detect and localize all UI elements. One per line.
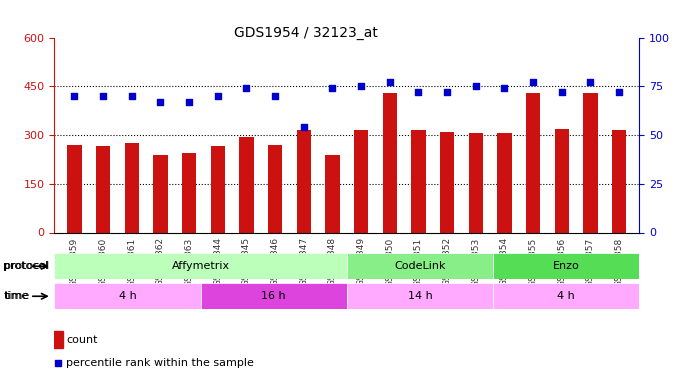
Bar [54, 331, 63, 348]
Point [413, 89, 424, 95]
Point [442, 89, 453, 95]
Bar [555, 129, 569, 232]
Bar [583, 93, 598, 232]
Point [585, 80, 596, 86]
Point [299, 124, 309, 130]
Point [384, 80, 395, 86]
Bar [526, 93, 541, 232]
FancyBboxPatch shape [493, 283, 639, 309]
Point [184, 99, 194, 105]
Bar [411, 130, 426, 232]
Bar [96, 146, 110, 232]
Bar [383, 93, 397, 232]
FancyBboxPatch shape [54, 253, 347, 279]
Point [155, 99, 166, 105]
Text: Enzo: Enzo [553, 261, 579, 271]
Point [69, 93, 80, 99]
Text: 14 h: 14 h [407, 291, 432, 301]
Text: 4 h: 4 h [118, 291, 137, 301]
Bar [67, 145, 82, 232]
Bar [211, 146, 225, 232]
Point [499, 85, 510, 91]
Point [379, 237, 390, 243]
Text: time: time [4, 291, 30, 301]
Bar [124, 143, 139, 232]
Point [327, 85, 338, 91]
Point [556, 89, 567, 95]
Point [528, 80, 539, 86]
Bar [469, 134, 483, 232]
Text: protocol: protocol [4, 261, 50, 271]
FancyBboxPatch shape [347, 253, 493, 279]
Point [241, 85, 252, 91]
FancyBboxPatch shape [493, 253, 639, 279]
Text: percentile rank within the sample: percentile rank within the sample [66, 358, 254, 368]
Point [471, 83, 481, 89]
Point [270, 93, 281, 99]
Text: GDS1954 / 32123_at: GDS1954 / 32123_at [234, 26, 378, 40]
FancyBboxPatch shape [54, 283, 201, 309]
Text: time: time [3, 291, 29, 301]
Bar [268, 145, 282, 232]
Bar [182, 153, 197, 232]
Bar [153, 154, 168, 232]
Bar [440, 132, 454, 232]
Text: protocol: protocol [3, 261, 49, 271]
Point [212, 93, 223, 99]
Text: 16 h: 16 h [261, 291, 286, 301]
Point [126, 93, 137, 99]
Text: 4 h: 4 h [557, 291, 575, 301]
Point [98, 93, 109, 99]
Point [356, 83, 367, 89]
FancyBboxPatch shape [347, 283, 493, 309]
Bar [497, 134, 511, 232]
Bar [354, 130, 369, 232]
Text: count: count [66, 335, 98, 345]
Text: CodeLink: CodeLink [394, 261, 445, 271]
Text: Affymetrix: Affymetrix [171, 261, 230, 271]
Bar [325, 154, 339, 232]
Bar [612, 130, 626, 232]
Bar [296, 130, 311, 232]
Point [613, 89, 624, 95]
FancyBboxPatch shape [201, 283, 347, 309]
Bar [239, 136, 254, 232]
